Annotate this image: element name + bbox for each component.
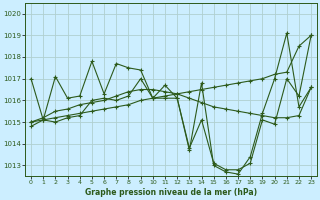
X-axis label: Graphe pression niveau de la mer (hPa): Graphe pression niveau de la mer (hPa)	[85, 188, 257, 197]
